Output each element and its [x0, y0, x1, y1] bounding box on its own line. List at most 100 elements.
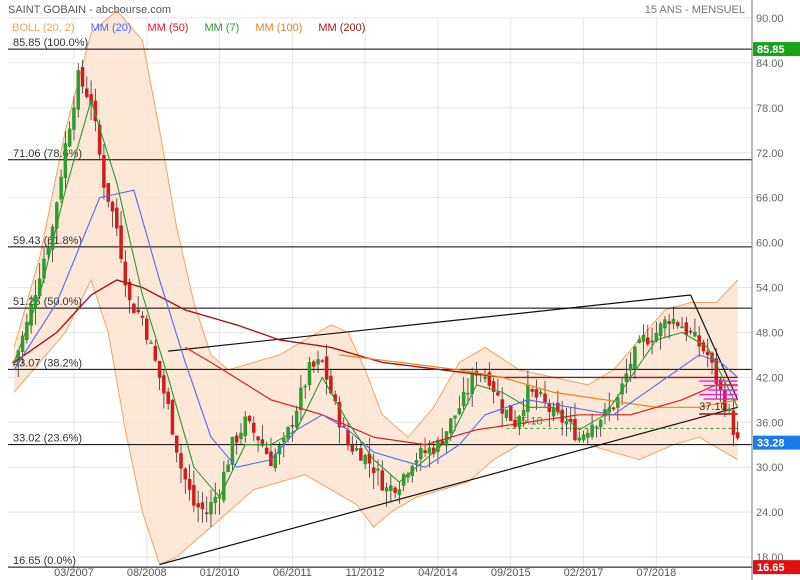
- candle-up: [230, 436, 235, 465]
- candle-up: [590, 424, 594, 437]
- annotation-label: 35.18: [515, 415, 543, 427]
- candle-down: [346, 429, 350, 446]
- candle-down: [714, 358, 719, 384]
- candle-down: [530, 389, 534, 392]
- legend-item: MM (100): [255, 22, 302, 34]
- x-tick-label: 04/2014: [418, 567, 458, 579]
- candle-down: [200, 502, 205, 510]
- candle-down: [106, 183, 110, 202]
- candle-up: [72, 107, 76, 130]
- candle-down: [153, 346, 158, 361]
- mm100-line: [339, 354, 738, 408]
- candle-down: [123, 261, 128, 286]
- candle-up: [517, 416, 522, 428]
- price-tag-bg: [753, 435, 800, 450]
- candle-up: [427, 447, 432, 454]
- candle-down: [145, 318, 149, 340]
- candle-up: [564, 421, 569, 425]
- candle-down: [187, 478, 192, 490]
- x-tick-label: 06/2011: [273, 567, 312, 579]
- chart-period: 15 ANS - MENSUEL: [645, 4, 745, 16]
- y-tick-label: 48.00: [756, 327, 784, 339]
- y-tick-label: 78.00: [756, 103, 784, 115]
- candle-up: [633, 346, 637, 369]
- candle-up: [680, 326, 684, 329]
- candle-up: [521, 409, 526, 417]
- bollinger-band: [13, 9, 739, 566]
- candle-down: [196, 503, 200, 508]
- candle-down: [487, 372, 492, 386]
- legend-item: BOLL (20, 2): [12, 22, 75, 34]
- candle-up: [376, 468, 380, 471]
- legend-item: MM (50): [148, 22, 189, 34]
- candle-down: [170, 400, 175, 435]
- magenta-markers: [699, 380, 738, 400]
- fib-label: 43.07 (38.2%): [13, 357, 82, 369]
- y-tick-label: 30.00: [756, 462, 784, 474]
- fib-label: 59.43 (61.8%): [13, 235, 82, 247]
- candle-down: [543, 393, 547, 403]
- fib-label: 85.85 (100.0%): [13, 37, 88, 49]
- candle-up: [299, 387, 303, 411]
- price-tag: 85.85: [753, 42, 800, 57]
- candle-up: [637, 339, 641, 343]
- candle-down: [393, 487, 397, 493]
- candle-down: [183, 468, 188, 480]
- y-tick-label: 66.00: [756, 193, 784, 205]
- y-tick-label: 90.00: [756, 13, 784, 25]
- candle-down: [166, 391, 170, 404]
- candle-down: [204, 512, 209, 514]
- fib-label: 51.25 (50.0%): [13, 296, 82, 308]
- candle-up: [384, 487, 389, 492]
- price-tag-bg: [753, 42, 800, 57]
- candle-down: [735, 432, 740, 439]
- y-tick-label: 36.00: [756, 417, 784, 429]
- candle-down: [676, 322, 680, 327]
- candlesticks: [12, 59, 740, 527]
- candle-down: [115, 207, 119, 229]
- candle-down: [192, 485, 196, 506]
- mm7-line: [13, 98, 739, 499]
- candle-down: [290, 425, 295, 427]
- x-tick-label: 07/2018: [636, 567, 676, 579]
- candle-up: [76, 70, 80, 110]
- candle-up: [616, 397, 620, 408]
- candle-down: [731, 410, 736, 435]
- candle-up: [504, 409, 509, 419]
- candle-up: [594, 426, 599, 429]
- candle-up: [55, 202, 59, 229]
- candle-up: [363, 454, 367, 465]
- fib-label: 71.06 (78.6%): [13, 148, 82, 160]
- candle-up: [581, 434, 586, 441]
- candle-up: [461, 391, 466, 407]
- y-tick-label: 84.00: [756, 58, 784, 70]
- y-tick-label: 42.00: [756, 372, 784, 384]
- candle-down: [556, 402, 560, 413]
- candle-up: [209, 501, 213, 515]
- bollinger-lower: [13, 278, 738, 566]
- y-tick-label: 24.00: [756, 507, 784, 519]
- candle-down: [110, 201, 115, 212]
- candle-down: [701, 342, 706, 352]
- candle-down: [132, 303, 136, 314]
- legend-item: MM (200): [318, 22, 365, 34]
- candle-down: [359, 448, 363, 461]
- price-tags: 85.85 33.28 16.65: [753, 42, 800, 575]
- candle-down: [312, 361, 316, 367]
- candle-up: [67, 128, 72, 147]
- candle-down: [667, 321, 671, 324]
- candle-up: [397, 489, 402, 496]
- candle-down: [252, 422, 256, 433]
- x-tick-label: 01/2010: [200, 567, 240, 579]
- candle-up: [727, 408, 731, 412]
- legend: BOLL (20, 2) MM (20) MM (50) MM (7) MM (100)…: [12, 22, 365, 34]
- price-tag-text: 16.65: [757, 562, 785, 574]
- x-tick-label: 02/2017: [564, 567, 604, 579]
- candle-up: [29, 304, 33, 326]
- candle-down: [573, 418, 577, 441]
- candle-up: [239, 432, 243, 440]
- candle-down: [496, 392, 500, 396]
- candle-up: [693, 331, 697, 337]
- candle-down: [264, 447, 269, 455]
